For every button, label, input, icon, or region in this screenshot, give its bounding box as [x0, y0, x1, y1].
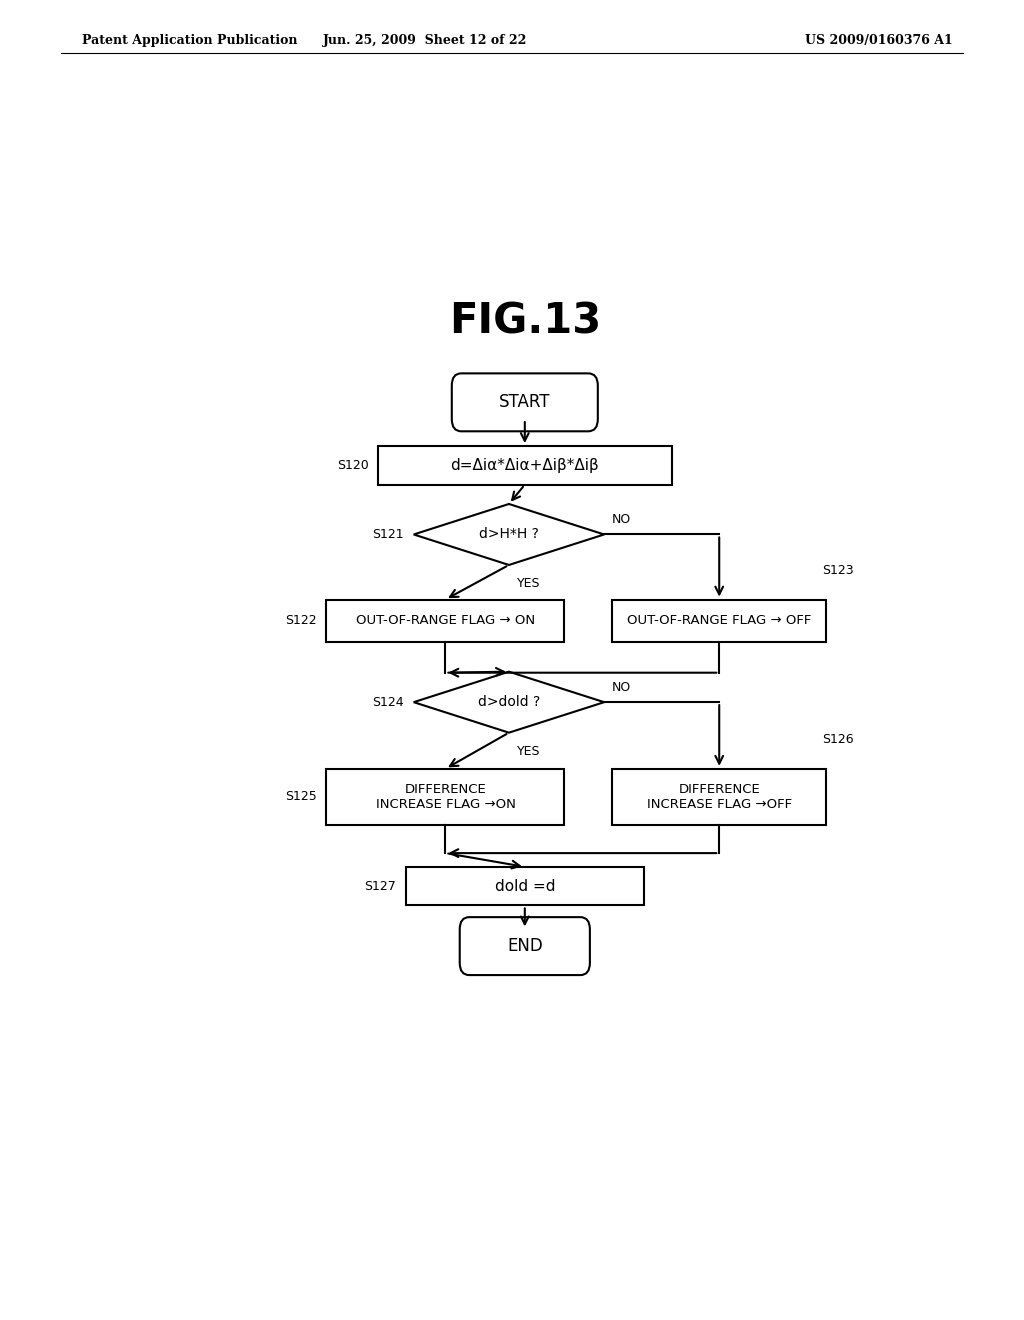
Text: FIG.13: FIG.13 — [449, 300, 601, 342]
Bar — [406, 867, 644, 906]
Text: DIFFERENCE
INCREASE FLAG →ON: DIFFERENCE INCREASE FLAG →ON — [376, 783, 515, 810]
Bar — [327, 599, 564, 643]
Text: S123: S123 — [822, 564, 854, 577]
Bar — [612, 768, 826, 825]
Text: d>H*H ?: d>H*H ? — [479, 528, 539, 541]
Bar — [327, 768, 564, 825]
Text: S122: S122 — [286, 614, 316, 627]
Text: US 2009/0160376 A1: US 2009/0160376 A1 — [805, 34, 952, 48]
Text: YES: YES — [517, 577, 541, 590]
Text: S121: S121 — [373, 528, 404, 541]
Text: NO: NO — [612, 681, 632, 694]
Text: S124: S124 — [373, 696, 404, 709]
Bar — [378, 446, 672, 484]
Text: Patent Application Publication: Patent Application Publication — [82, 34, 297, 48]
Bar — [612, 599, 826, 643]
FancyBboxPatch shape — [460, 917, 590, 975]
FancyBboxPatch shape — [452, 374, 598, 432]
Text: S120: S120 — [337, 459, 369, 471]
Text: START: START — [499, 393, 551, 412]
Text: OUT-OF-RANGE FLAG → ON: OUT-OF-RANGE FLAG → ON — [356, 614, 535, 627]
Text: d>dold ?: d>dold ? — [478, 696, 540, 709]
Text: S125: S125 — [285, 791, 316, 803]
Text: Jun. 25, 2009  Sheet 12 of 22: Jun. 25, 2009 Sheet 12 of 22 — [323, 34, 527, 48]
Text: dold =d: dold =d — [495, 879, 555, 894]
Text: NO: NO — [612, 513, 632, 527]
Text: DIFFERENCE
INCREASE FLAG →OFF: DIFFERENCE INCREASE FLAG →OFF — [647, 783, 792, 810]
Text: d=Δiα*Δiα+Δiβ*Δiβ: d=Δiα*Δiα+Δiβ*Δiβ — [451, 458, 599, 473]
Text: YES: YES — [517, 744, 541, 758]
Text: S127: S127 — [365, 879, 396, 892]
Polygon shape — [414, 504, 604, 565]
Polygon shape — [414, 672, 604, 733]
Text: S126: S126 — [822, 734, 854, 746]
Text: OUT-OF-RANGE FLAG → OFF: OUT-OF-RANGE FLAG → OFF — [627, 614, 811, 627]
Text: END: END — [507, 937, 543, 956]
